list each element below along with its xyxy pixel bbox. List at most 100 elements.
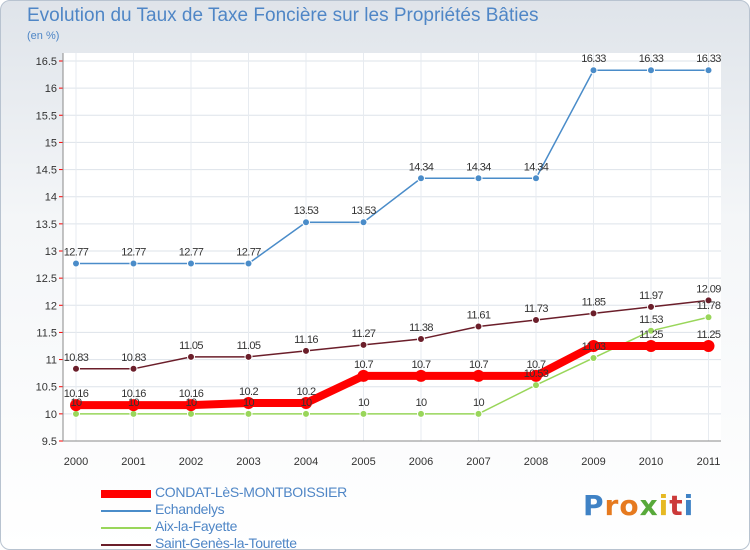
- data-point: [357, 369, 370, 382]
- data-point: [359, 218, 368, 227]
- series-line: [76, 69, 709, 265]
- data-point: [647, 302, 655, 311]
- data-label: 11.61: [467, 309, 491, 321]
- data-label: 13.53: [351, 205, 376, 217]
- data-label: 10: [243, 397, 255, 409]
- data-point: [300, 397, 312, 409]
- x-tick-label: 2011: [697, 456, 721, 468]
- series-line: [76, 316, 709, 415]
- data-label: 10.83: [64, 352, 89, 364]
- x-tick-label: 2000: [64, 456, 88, 468]
- data-point: [647, 326, 655, 335]
- data-point: [532, 381, 540, 390]
- data-point: [417, 334, 425, 343]
- y-tick-label: 15.5: [36, 110, 57, 122]
- data-label: 12.77: [121, 246, 146, 258]
- data-label: 11.53: [639, 314, 663, 326]
- data-label: 10: [415, 397, 427, 409]
- y-tick-label: 15: [45, 137, 57, 149]
- data-point: [302, 346, 310, 355]
- legend-swatch: [101, 527, 151, 529]
- data-label: 11.25: [697, 329, 721, 341]
- data-point: [474, 409, 483, 418]
- logo-letter: t: [669, 489, 684, 522]
- unit-label: (en %): [27, 30, 60, 42]
- legend-swatch: [101, 510, 151, 512]
- data-point: [72, 364, 80, 373]
- data-point: [417, 174, 425, 183]
- x-tick-label: 2001: [121, 456, 145, 468]
- data-label: 12.09: [696, 283, 721, 295]
- y-tick-label: 12: [45, 300, 57, 312]
- data-point: [127, 399, 140, 412]
- data-point: [187, 352, 195, 361]
- y-tick-label: 16.5: [36, 56, 57, 68]
- data-point: [474, 322, 483, 331]
- data-point: [587, 340, 600, 352]
- data-label: 11.25: [639, 329, 663, 341]
- data-point: [472, 369, 485, 382]
- x-tick-label: 2003: [236, 456, 260, 468]
- logo-letter: P: [583, 489, 605, 522]
- data-label: 10.16: [121, 388, 146, 400]
- logo-letter: i: [658, 489, 670, 522]
- legend-label: Echandelys: [155, 501, 225, 517]
- y-tick-label: 9.5: [42, 436, 57, 448]
- logo-letter: x: [639, 489, 659, 522]
- data-point: [589, 353, 598, 362]
- data-label: 10.53: [524, 368, 549, 380]
- data-point: [244, 352, 253, 361]
- y-tick-label: 12.5: [36, 273, 57, 285]
- data-point: [589, 309, 598, 318]
- data-point: [187, 259, 195, 268]
- data-point: [359, 409, 368, 418]
- data-point: [702, 340, 715, 352]
- data-point: [244, 409, 253, 418]
- data-point: [532, 174, 540, 183]
- data-label: 10.2: [296, 386, 315, 398]
- data-label: 10.7: [469, 359, 488, 371]
- data-label: 10.16: [64, 388, 89, 400]
- data-point: [645, 340, 657, 352]
- legend-swatch: [101, 490, 151, 498]
- logo-letter: i: [683, 489, 695, 522]
- data-label: 10.83: [121, 352, 146, 364]
- data-point: [532, 315, 540, 324]
- data-point: [415, 369, 427, 382]
- data-point: [129, 259, 138, 268]
- data-label: 11.05: [237, 340, 261, 352]
- logo-letter: r: [604, 489, 620, 522]
- data-label: 16.33: [581, 53, 606, 65]
- y-tick-label: 10: [45, 409, 57, 421]
- data-label: 10.7: [526, 359, 545, 371]
- data-point: [244, 259, 253, 268]
- x-tick-label: 2002: [179, 456, 203, 468]
- data-point: [187, 409, 195, 418]
- data-label: 11.03: [582, 341, 606, 353]
- y-tick-label: 14: [45, 192, 57, 204]
- x-tick-label: 2004: [294, 456, 318, 468]
- data-label: 11.16: [294, 334, 318, 346]
- chart-title: Evolution du Taux de Taxe Foncière sur l…: [27, 5, 539, 26]
- legend-swatch: [101, 544, 151, 546]
- data-point: [474, 174, 483, 183]
- data-label: 16.33: [696, 53, 721, 65]
- x-tick-label: 2010: [639, 456, 663, 468]
- data-label: 13.53: [294, 205, 319, 217]
- data-point: [589, 66, 598, 75]
- legend-label: CONDAT-LèS-MONTBOISSIER: [155, 484, 347, 500]
- legend-label: Saint-Genès-la-Tourette: [155, 535, 297, 550]
- y-tick-label: 13.5: [36, 219, 57, 231]
- data-point: [129, 364, 138, 373]
- data-label: 12.77: [179, 246, 204, 258]
- y-tick-label: 11.5: [36, 327, 57, 339]
- data-label: 11.97: [639, 290, 663, 302]
- x-tick-label: 2008: [524, 456, 548, 468]
- x-tick-label: 2007: [466, 456, 490, 468]
- plot-area: [63, 53, 721, 441]
- data-label: 14.34: [466, 161, 491, 173]
- data-point: [302, 409, 310, 418]
- data-label: 10.16: [179, 388, 204, 400]
